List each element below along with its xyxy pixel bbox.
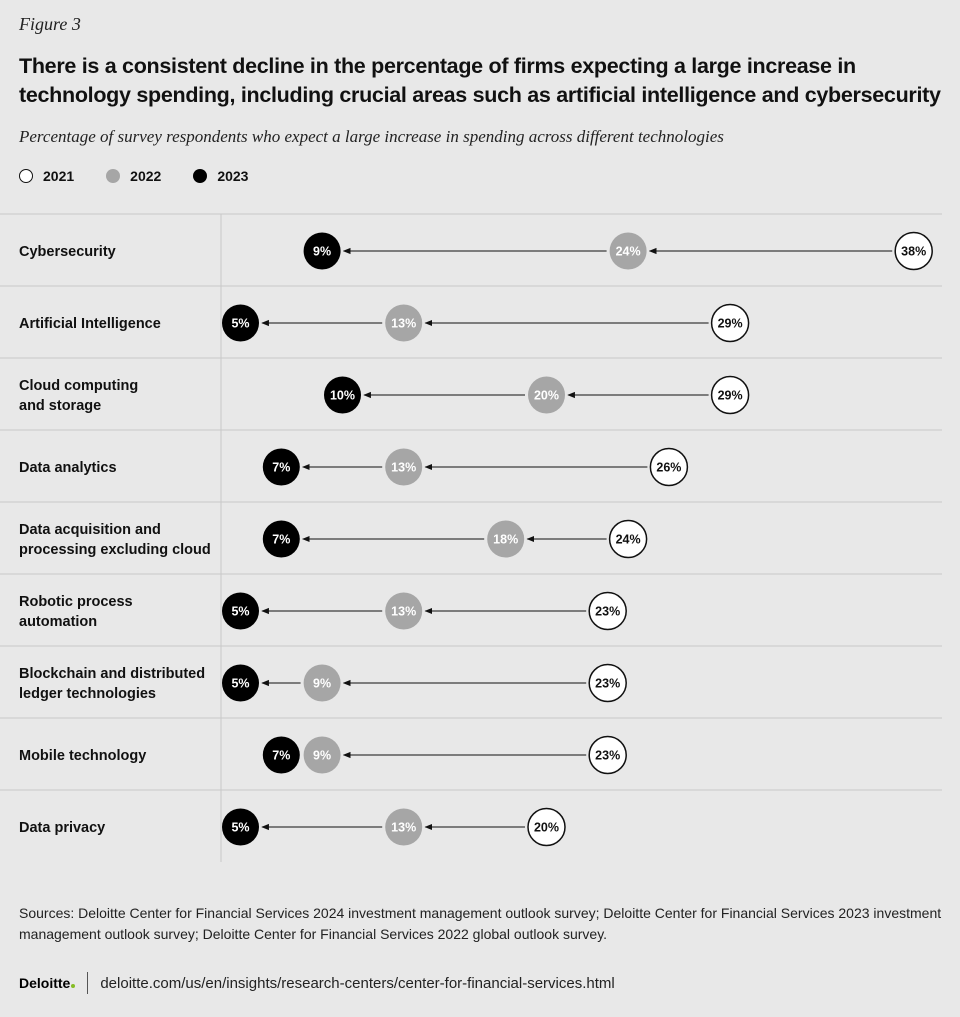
data-point-2021 — [894, 231, 933, 271]
category-label: Mobile technology — [19, 748, 146, 764]
data-point-2021 — [588, 591, 627, 631]
data-point-2022 — [385, 808, 423, 846]
data-label-2023: 7% — [272, 749, 290, 763]
data-point-2023 — [262, 736, 300, 774]
data-label-2021: 24% — [616, 533, 641, 547]
data-label-2022: 24% — [616, 245, 641, 259]
data-label-2022: 13% — [391, 461, 416, 475]
category-label: Artificial Intelligence — [19, 316, 161, 332]
data-point-2021 — [588, 663, 627, 703]
data-label-2023: 7% — [272, 533, 290, 547]
legend-item-2021: 2021 — [19, 168, 74, 184]
chart-title: There is a consistent decline in the per… — [19, 54, 941, 107]
data-label-2021: 23% — [595, 677, 620, 691]
category-label: Data analytics — [19, 460, 117, 476]
footer-link[interactable]: deloitte.com/us/en/insights/research-cen… — [100, 974, 615, 992]
data-label-2021: 29% — [718, 317, 743, 331]
category-label: Cloud computing — [19, 378, 138, 394]
category-label: Data acquisition and — [19, 522, 161, 538]
data-point-2021 — [710, 303, 750, 343]
data-point-2022 — [487, 520, 525, 558]
data-point-2023 — [262, 520, 300, 558]
data-point-2023 — [222, 664, 259, 702]
category-label: Blockchain and distributed — [19, 666, 205, 682]
data-point-2022 — [385, 448, 423, 486]
data-label-2022: 18% — [493, 533, 518, 547]
chart-subtitle: Percentage of survey respondents who exp… — [19, 127, 724, 146]
data-label-2021: 23% — [595, 749, 620, 763]
data-label-2021: 26% — [656, 461, 681, 475]
data-label-2023: 7% — [272, 461, 290, 475]
logo-text: Deloitte — [19, 975, 71, 991]
dot-arrow-chart: Cybersecurity 38% 24% 9% Artificial Intellig… — [0, 213, 942, 862]
data-point-2021 — [649, 447, 689, 487]
data-point-2022 — [303, 736, 341, 774]
data-label-2023: 5% — [231, 317, 249, 331]
data-point-2023 — [222, 808, 259, 846]
data-label-2021: 20% — [534, 821, 559, 835]
footer: Deloitte deloitte.com/us/en/insights/res… — [19, 972, 615, 994]
legend-dot-2023 — [193, 169, 208, 183]
category-label: Data privacy — [19, 820, 105, 836]
data-label-2022: 20% — [534, 389, 559, 403]
category-label: processing excluding cloud — [19, 542, 211, 558]
legend-label-2023: 2023 — [217, 168, 249, 184]
data-point-2021 — [527, 807, 566, 847]
data-label-2023: 5% — [231, 605, 249, 619]
data-label-2022: 13% — [391, 317, 416, 331]
data-point-2022 — [528, 376, 565, 414]
legend-dot-2022 — [106, 169, 121, 183]
legend-item-2023: 2023 — [193, 168, 248, 184]
deloitte-logo: Deloitte — [19, 975, 76, 991]
data-point-2023 — [262, 448, 300, 486]
legend: 2021 2022 2023 — [19, 168, 280, 184]
data-point-2022 — [385, 592, 423, 630]
data-label-2022: 13% — [391, 821, 416, 835]
category-label: Robotic process — [19, 594, 133, 610]
data-label-2023: 10% — [330, 389, 355, 403]
data-point-2022 — [609, 232, 647, 270]
data-point-2023 — [222, 592, 259, 630]
legend-item-2022: 2022 — [106, 168, 161, 184]
data-label-2021: 23% — [595, 605, 620, 619]
data-label-2021: 29% — [718, 389, 743, 403]
sources-note: Sources: Deloitte Center for Financial S… — [19, 905, 942, 942]
footer-divider — [87, 972, 89, 994]
data-point-2021 — [588, 735, 627, 775]
data-label-2023: 5% — [231, 677, 249, 691]
category-label: automation — [19, 614, 97, 630]
legend-label-2022: 2022 — [130, 168, 162, 184]
data-point-2023 — [222, 304, 259, 342]
data-label-2022: 13% — [391, 605, 416, 619]
category-label: and storage — [19, 398, 101, 414]
category-label: ledger technologies — [19, 686, 156, 702]
data-point-2022 — [385, 304, 423, 342]
category-label: Cybersecurity — [19, 244, 116, 260]
legend-dot-2021 — [19, 169, 33, 183]
data-label-2023: 5% — [231, 821, 249, 835]
data-point-2023 — [303, 232, 341, 270]
figure-label: Figure 3 — [19, 14, 81, 34]
data-point-2021 — [710, 375, 750, 415]
data-label-2022: 9% — [313, 677, 331, 691]
logo-dot-icon — [71, 984, 76, 988]
data-point-2023 — [324, 376, 361, 414]
data-label-2023: 9% — [313, 245, 331, 259]
data-point-2022 — [303, 664, 341, 702]
legend-label-2021: 2021 — [43, 168, 75, 184]
data-point-2021 — [608, 519, 648, 559]
data-label-2021: 38% — [901, 245, 926, 259]
data-label-2022: 9% — [313, 749, 331, 763]
